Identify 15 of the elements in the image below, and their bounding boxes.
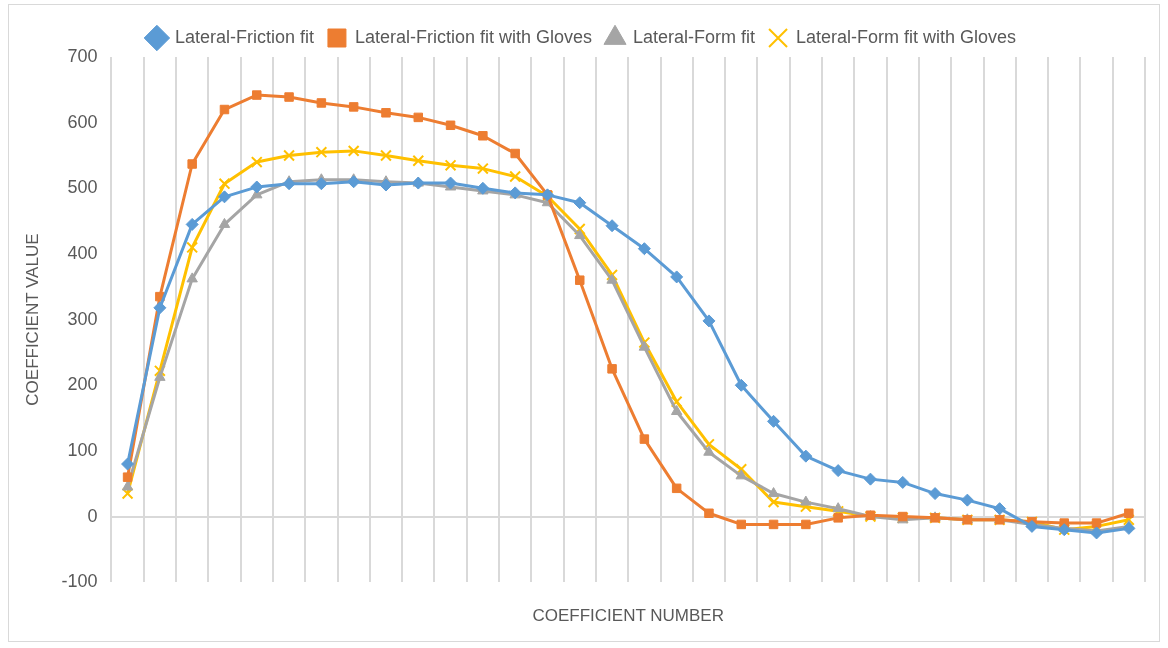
y-tick-label: 500 [67, 177, 98, 198]
y-tick-label: -100 [61, 571, 98, 592]
y-tick-label: 700 [67, 45, 98, 66]
x-axis-title: COEFFICIENT NUMBER [532, 606, 724, 626]
legend-label: Lateral-Form fit [633, 26, 756, 47]
y-tick-label: 200 [67, 374, 98, 395]
y-tick-label: 600 [67, 111, 98, 132]
legend-label: Lateral-Friction fit with Gloves [354, 26, 593, 47]
y-tick-label: 100 [67, 439, 98, 460]
legend-label: Lateral-Friction fit [174, 26, 314, 47]
y-tick-label: 300 [67, 308, 98, 329]
y-axis-title: COEFFICIENT VALUE [22, 233, 42, 406]
y-tick-label: 400 [67, 242, 98, 263]
y-tick-label: 0 [87, 505, 98, 526]
legend-label: Lateral-Form fit with Gloves [796, 26, 1017, 47]
